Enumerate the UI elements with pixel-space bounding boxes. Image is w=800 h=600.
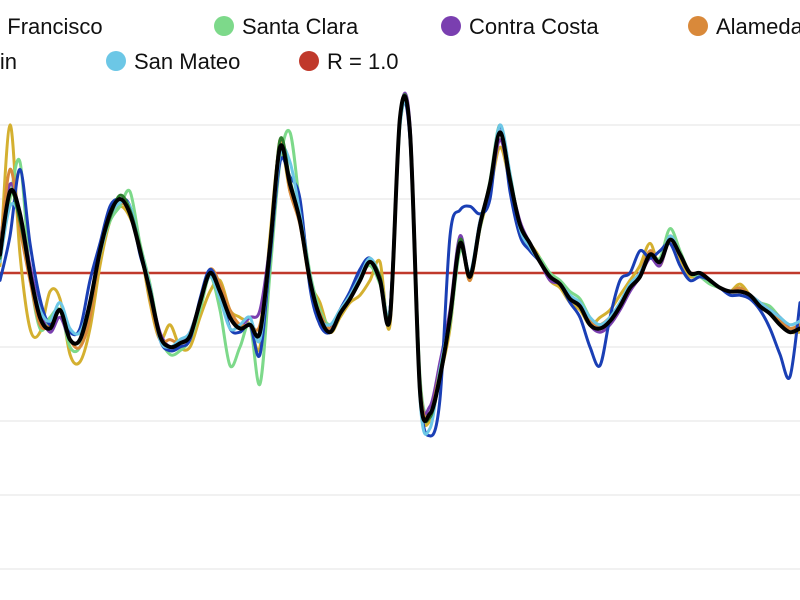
legend-marker — [214, 16, 234, 36]
legend-label: San Mateo — [134, 49, 240, 74]
series-group — [0, 91, 800, 438]
series-line-marin — [0, 98, 800, 438]
legend-label: San Francisco — [0, 14, 103, 39]
legend: San Francisco Santa Clara Contra Costa Alam… — [0, 14, 800, 74]
legend-marker — [441, 16, 461, 36]
series-line-unlabeled-7 — [0, 94, 800, 423]
grid — [0, 124, 800, 570]
legend-label: Contra Costa — [469, 14, 599, 39]
legend-label: R = 1.0 — [327, 49, 399, 74]
legend-label: Marin — [0, 49, 17, 74]
legend-label: Santa Clara — [242, 14, 359, 39]
legend-marker — [299, 51, 319, 71]
legend-label: Alameda — [716, 14, 800, 39]
legend-marker — [688, 16, 708, 36]
legend-marker — [106, 51, 126, 71]
